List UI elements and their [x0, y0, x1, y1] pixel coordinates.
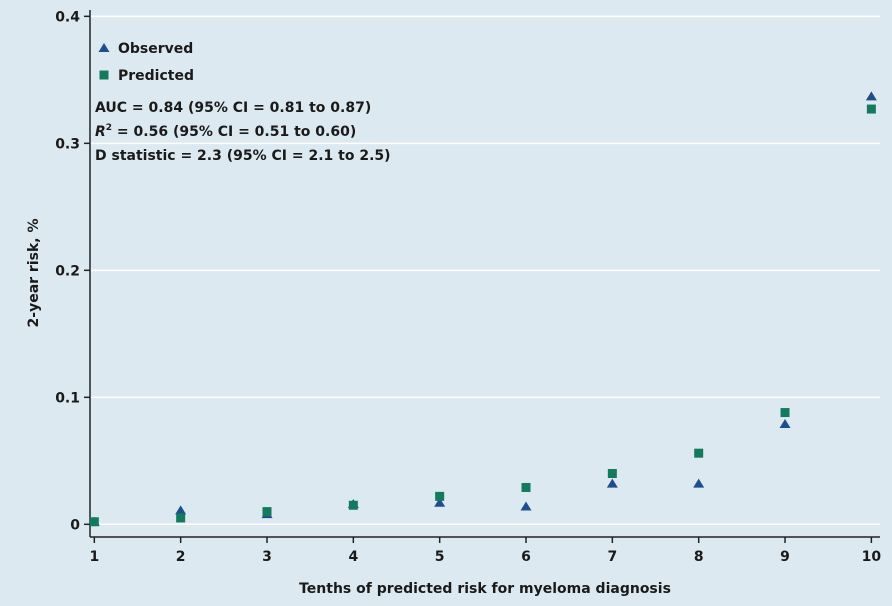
predicted-point	[348, 500, 358, 510]
annotations: AUC = 0.84 (95% CI = 0.81 to 0.87) R2 = …	[95, 100, 391, 164]
y-tick-label: 0	[70, 517, 80, 533]
x-tick-label: 1	[89, 549, 99, 565]
observed-point	[865, 91, 877, 101]
predicted-point	[607, 469, 617, 479]
x-tick-label: 7	[607, 549, 617, 565]
x-tick-label: 4	[348, 549, 358, 565]
legend-observed-marker	[98, 43, 110, 52]
x-tick-label: 9	[780, 549, 790, 565]
observed-point	[693, 478, 705, 488]
axes	[89, 10, 880, 538]
y-tick-label: 0.1	[55, 390, 80, 406]
x-tick-label: 8	[694, 549, 704, 565]
annotation-r2: R2 = 0.56 (95% CI = 0.51 to 0.60)	[95, 123, 356, 140]
x-tick-label: 6	[521, 549, 531, 565]
legend-predicted-label: Predicted	[118, 68, 194, 84]
annotation-r2-text: = 0.56 (95% CI = 0.51 to 0.60)	[112, 124, 356, 140]
x-ticks: 1 2 3 4 5 6 7 8 9 10	[89, 537, 881, 565]
predicted-point	[89, 517, 99, 527]
y-axis-title: 2-year risk, %	[26, 219, 42, 328]
x-tick-label: 10	[862, 549, 882, 565]
y-ticks: 0 0.1 0.2 0.3 0.4	[55, 9, 90, 533]
x-tick-label: 5	[435, 549, 445, 565]
x-axis-title: Tenths of predicted risk for myeloma dia…	[299, 581, 671, 597]
y-tick-label: 0.2	[55, 263, 80, 279]
y-tick-label: 0.3	[55, 136, 80, 152]
annotation-r2-symbol: R	[95, 124, 106, 140]
predicted-point	[435, 491, 445, 501]
legend-item-observed: Observed	[98, 41, 193, 57]
annotation-d-statistic: D statistic = 2.3 (95% CI = 2.1 to 2.5)	[95, 148, 391, 164]
plot-background	[90, 10, 880, 537]
legend-item-predicted: Predicted	[99, 68, 194, 84]
x-tick-label: 2	[176, 549, 186, 565]
gridlines	[90, 15, 880, 526]
data-marks	[88, 91, 877, 527]
predicted-point	[694, 448, 704, 458]
predicted-point	[262, 507, 272, 517]
annotation-r2-superscript: 2	[106, 123, 112, 133]
observed-point	[606, 478, 618, 488]
annotation-auc: AUC = 0.84 (95% CI = 0.81 to 0.87)	[95, 100, 371, 116]
x-tick-label: 3	[262, 549, 272, 565]
predicted-point	[521, 482, 531, 492]
legend: Observed Predicted	[98, 41, 194, 84]
predicted-point	[780, 408, 790, 418]
observed-point	[779, 418, 791, 428]
observed-point	[520, 501, 532, 511]
legend-observed-label: Observed	[118, 41, 193, 57]
observed-point	[434, 497, 446, 507]
predicted-point	[176, 513, 186, 523]
observed-point	[175, 505, 187, 515]
legend-predicted-marker	[99, 70, 109, 80]
predicted-point	[866, 104, 876, 114]
y-tick-label: 0.4	[55, 9, 80, 25]
